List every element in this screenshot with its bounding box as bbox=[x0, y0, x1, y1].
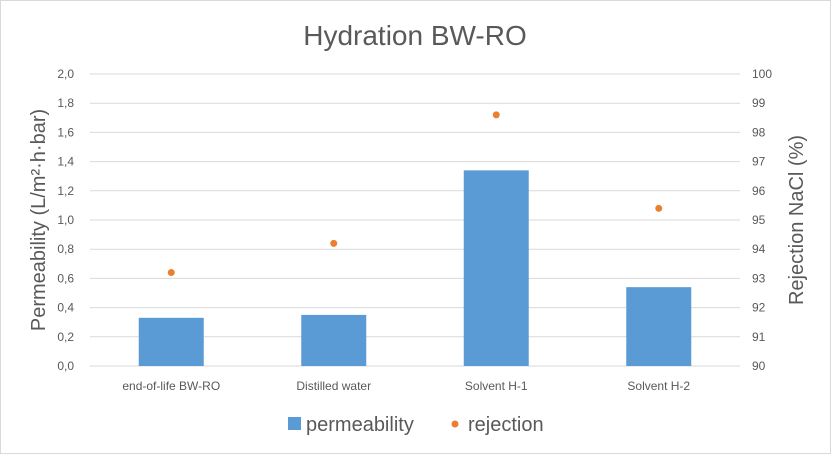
left-tick-label: 1,0 bbox=[57, 213, 74, 227]
bar-2 bbox=[463, 170, 529, 366]
right-axis-title: Rejection NaCl (%) bbox=[786, 135, 808, 305]
left-tick-label: 1,6 bbox=[57, 125, 74, 139]
right-axis-ticks: 90 91 92 93 94 95 96 97 98 99 100 bbox=[752, 67, 772, 373]
bar-0 bbox=[138, 317, 204, 366]
right-tick-label: 93 bbox=[752, 271, 766, 285]
category-label: Solvent H-2 bbox=[627, 379, 690, 393]
bar-3 bbox=[626, 287, 692, 366]
category-label: end-of-life BW-RO bbox=[122, 379, 220, 393]
rejection-points bbox=[167, 111, 663, 277]
right-tick-label: 97 bbox=[752, 155, 766, 169]
right-tick-label: 95 bbox=[752, 213, 766, 227]
left-tick-label: 1,8 bbox=[57, 96, 74, 110]
left-axis-ticks: 0,0 0,2 0,4 0,6 0,8 1,0 1,2 1,4 1,6 1,8 2,0 bbox=[57, 67, 74, 373]
left-tick-label: 0,0 bbox=[57, 359, 74, 373]
right-tick-label: 100 bbox=[752, 67, 772, 81]
left-axis-title: Permeability (L/m²·h·bar) bbox=[28, 109, 50, 331]
left-tick-label: 0,6 bbox=[57, 271, 74, 285]
right-tick-label: 92 bbox=[752, 301, 766, 315]
right-tick-label: 90 bbox=[752, 359, 766, 373]
left-tick-label: 0,4 bbox=[57, 301, 74, 315]
category-label: Distilled water bbox=[296, 379, 371, 393]
chart-title: Hydration BW-RO bbox=[303, 20, 527, 51]
right-tick-label: 98 bbox=[752, 125, 766, 139]
left-tick-label: 1,4 bbox=[57, 155, 74, 169]
right-tick-label: 99 bbox=[752, 96, 766, 110]
category-label: Solvent H-1 bbox=[465, 379, 528, 393]
right-tick-label: 91 bbox=[752, 330, 766, 344]
legend-rejection-swatch bbox=[451, 420, 459, 428]
point-3 bbox=[655, 204, 663, 212]
point-1 bbox=[330, 239, 338, 247]
legend-rejection-label: rejection bbox=[468, 414, 544, 436]
legend-permeability-label: permeability bbox=[306, 414, 414, 436]
legend-permeability-swatch bbox=[288, 417, 301, 430]
left-tick-label: 2,0 bbox=[57, 67, 74, 81]
right-tick-label: 94 bbox=[752, 242, 766, 256]
point-2 bbox=[492, 111, 500, 119]
left-tick-label: 0,8 bbox=[57, 242, 74, 256]
left-tick-label: 1,2 bbox=[57, 184, 74, 198]
category-labels: end-of-life BW-RO Distilled water Solvent … bbox=[122, 379, 690, 393]
legend: permeability rejection bbox=[288, 414, 544, 436]
right-tick-label: 96 bbox=[752, 184, 766, 198]
point-0 bbox=[167, 269, 175, 277]
left-tick-label: 0,2 bbox=[57, 330, 74, 344]
permeability-bars bbox=[138, 170, 692, 366]
bar-1 bbox=[301, 314, 367, 366]
